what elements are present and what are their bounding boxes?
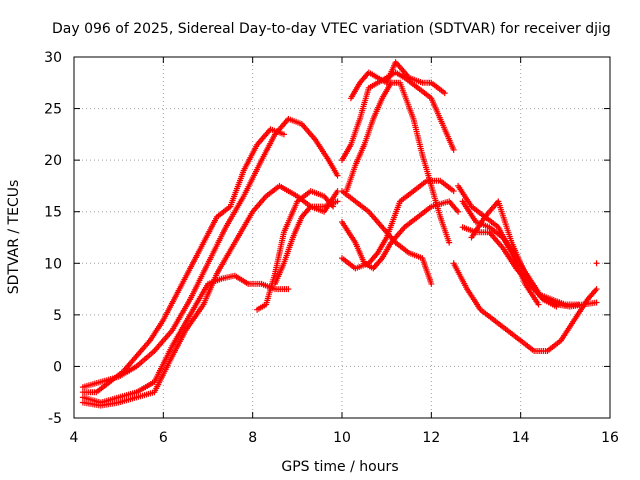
y-tick-label: 15 [44,205,62,221]
data-points [79,59,600,409]
y-tick-label: 20 [44,153,62,169]
data-point [450,188,457,195]
y-tick-label: 5 [53,308,62,324]
data-point [334,172,341,179]
x-tick-label: 14 [512,430,530,446]
series-1 [79,115,341,391]
data-point [593,260,600,267]
y-tick-label: 25 [44,102,62,118]
x-axis-label: GPS time / hours [281,459,398,475]
series-4 [79,182,341,409]
data-point [285,286,292,293]
data-point [535,301,542,308]
data-point [593,286,600,293]
x-tick-label: 8 [248,430,257,446]
x-tick-label: 10 [333,430,351,446]
data-point [450,146,457,153]
data-point [575,301,582,308]
y-tick-label: 10 [44,256,62,272]
y-tick-label: 30 [44,50,62,66]
x-axis-ticks: 4 6 8 10 12 14 16 [70,57,619,446]
y-tick-label: -5 [48,411,62,427]
series-13 [450,260,600,354]
x-tick-label: 4 [70,430,79,446]
data-point [441,90,448,97]
series-18 [593,260,600,267]
series-12 [339,198,462,272]
series-3 [79,272,292,406]
data-point [455,208,462,215]
data-point [446,239,453,246]
y-tick-label: 0 [53,359,62,375]
x-tick-label: 12 [422,430,440,446]
y-axis-label: SDTVAR / TECUs [6,180,22,295]
x-tick-label: 16 [601,430,619,446]
series-17 [468,198,582,308]
series-6 [272,188,341,287]
data-point [553,303,560,310]
data-point [428,280,435,287]
data-point [280,131,287,138]
series-8 [347,59,448,102]
y-axis-ticks: -5 0 5 10 15 20 25 30 [44,50,610,427]
chart-title: Day 096 of 2025, Sidereal Day-to-day VTE… [52,21,611,37]
x-tick-label: 6 [159,430,168,446]
data-point [330,203,337,210]
data-point [593,299,600,306]
series-5 [254,188,337,313]
series-2 [79,126,287,396]
data-point [334,198,341,205]
